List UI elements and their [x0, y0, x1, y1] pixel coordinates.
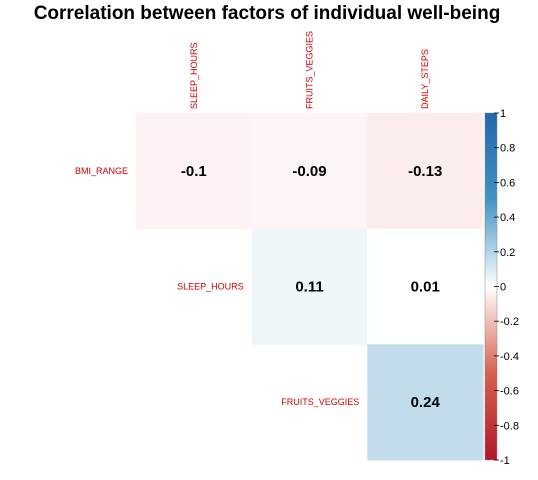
colorbar-tick-label: -0.4 — [500, 351, 519, 363]
column-label: FRUITS_VEGGIES — [305, 31, 315, 109]
column-label: SLEEP_HOURS — [189, 42, 199, 109]
heatmap-cell — [136, 113, 253, 230]
colorbar-tick-label: 1 — [500, 108, 506, 120]
colorbar-tick-label: -0.2 — [500, 316, 519, 328]
colorbar-tick-label: 0.8 — [500, 143, 515, 155]
cell-value-label: 0.01 — [411, 279, 440, 296]
cell-value-label: 0.24 — [411, 394, 441, 411]
chart-title: Correlation between factors of individua… — [34, 3, 501, 24]
heatmap-cell — [367, 113, 484, 230]
colorbar-tick-label: 0.4 — [500, 212, 515, 224]
row-label: SLEEP_HOURS — [177, 282, 244, 292]
cell-value-label: -0.09 — [292, 163, 326, 180]
heatmap-cell — [367, 344, 484, 461]
axis-labels: BMI_RANGE SLEEP_HOURS FRUITS_VEGGIES SLEEP_… — [75, 31, 430, 407]
colorbar-tick-label: -0.6 — [500, 386, 519, 398]
colorbar-tick-label: -0.8 — [500, 420, 519, 432]
colorbar-tick-label: -1 — [500, 455, 510, 467]
colorbar: 1 0.8 0.6 0.4 0.2 0 -0.2 -0.4 -0.6 -0.8 -1 — [484, 108, 519, 467]
cell-value-label: -0.13 — [408, 163, 442, 180]
colorbar-tick-label: 0.6 — [500, 177, 515, 189]
column-label: DAILY_STEPS — [420, 49, 430, 109]
cell-value-label: 0.11 — [295, 279, 323, 296]
colorbar-tick-label: 0 — [500, 282, 506, 294]
heatmap-cell — [251, 113, 368, 230]
heatmap-cells: -0.1 -0.09 -0.13 0.11 0.01 0.24 — [136, 113, 484, 461]
row-label: BMI_RANGE — [75, 166, 128, 176]
colorbar-tick-label: 0.2 — [500, 247, 515, 259]
heatmap-cell — [251, 228, 368, 345]
heatmap-cell — [367, 228, 484, 345]
row-label: FRUITS_VEGGIES — [281, 397, 359, 407]
cell-value-label: -0.1 — [181, 163, 207, 180]
